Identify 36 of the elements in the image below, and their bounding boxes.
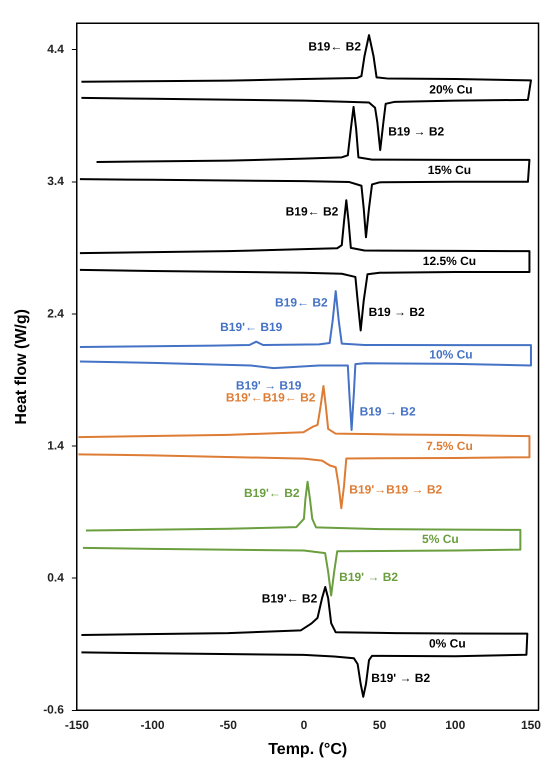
series-label: 0% Cu bbox=[428, 636, 466, 651]
y-tick-label: 2.4 bbox=[47, 306, 64, 320]
y-axis-title: Heat flow (W/g) bbox=[13, 309, 30, 425]
y-tick-label: 4.4 bbox=[47, 42, 64, 56]
y-tick-label: 1.4 bbox=[47, 438, 64, 452]
annotation: B19← B2 bbox=[275, 295, 328, 310]
y-tick-label: 3.4 bbox=[47, 174, 64, 188]
x-tick-label: 150 bbox=[520, 718, 542, 732]
annotation: B19← B2 bbox=[286, 204, 339, 219]
annotation: B19 → B2 bbox=[368, 304, 426, 319]
annotation: B19 → B2 bbox=[388, 124, 445, 138]
x-tick-label: 0 bbox=[300, 718, 308, 732]
series-label: 15% Cu bbox=[428, 163, 472, 178]
annotation: B19' → B2 bbox=[339, 570, 398, 584]
series-label: 12.5% Cu bbox=[422, 254, 476, 268]
annotation: B19← B2 bbox=[308, 39, 362, 54]
x-tick-label: -150 bbox=[64, 718, 90, 732]
y-tick-label: -0.6 bbox=[43, 702, 64, 717]
series-label: 10% Cu bbox=[429, 348, 473, 362]
annotation: B19' → B2 bbox=[371, 671, 430, 686]
x-tick-label: -100 bbox=[140, 718, 165, 732]
x-tick-label: 100 bbox=[445, 718, 466, 732]
series-label: 5% Cu bbox=[422, 532, 459, 546]
series-label: 20% Cu bbox=[429, 82, 473, 96]
annotation: B19'← B2 bbox=[262, 591, 318, 606]
annotation: B19'←B19← B2 bbox=[226, 390, 316, 404]
series-label: 7.5% Cu bbox=[426, 439, 473, 453]
y-tick-label: 0.4 bbox=[47, 570, 64, 585]
x-tick-label: 50 bbox=[372, 718, 387, 732]
annotation: B19 → B2 bbox=[360, 404, 416, 418]
annotation: B19'← B19 bbox=[220, 320, 283, 334]
annotation: B19'→B19 → B2 bbox=[349, 482, 443, 497]
x-axis-title: Temp. (°C) bbox=[268, 740, 348, 758]
x-tick-label: -50 bbox=[220, 718, 238, 732]
annotation: B19'← B2 bbox=[244, 486, 300, 500]
annotation: B19' → B19 bbox=[236, 378, 302, 392]
